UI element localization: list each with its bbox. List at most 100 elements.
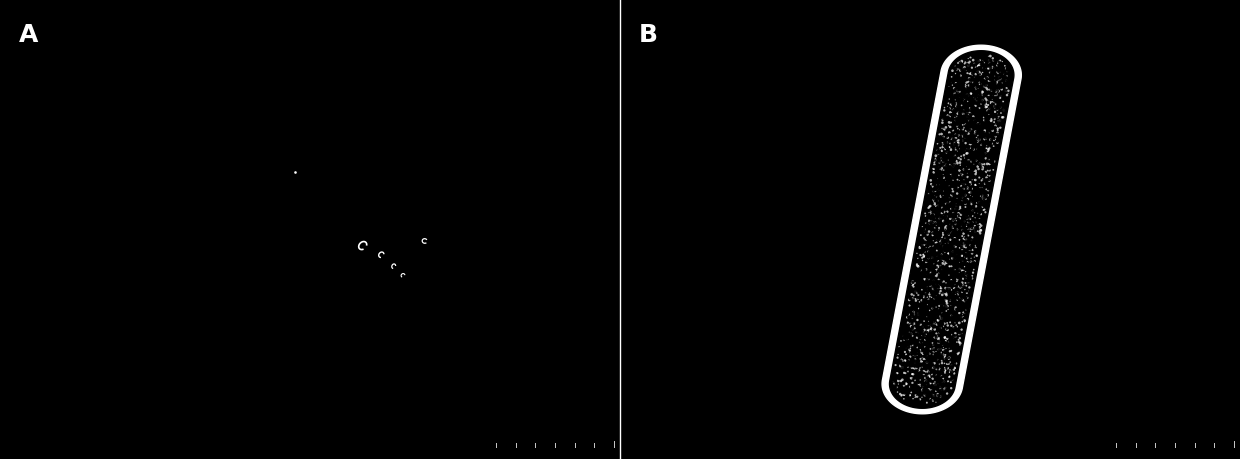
- Point: [971, 71, 991, 78]
- Point: [923, 254, 942, 261]
- Point: [936, 266, 956, 274]
- Point: [924, 196, 944, 203]
- Point: [894, 395, 914, 403]
- Point: [904, 365, 924, 372]
- Point: [937, 148, 957, 156]
- Point: [987, 119, 1007, 127]
- Point: [935, 334, 955, 341]
- Point: [905, 377, 925, 384]
- Point: [935, 153, 955, 160]
- Point: [949, 331, 968, 338]
- Point: [973, 207, 993, 214]
- Point: [944, 152, 963, 159]
- Point: [921, 322, 941, 329]
- Point: [968, 90, 988, 97]
- Point: [955, 198, 975, 206]
- Point: [920, 333, 940, 340]
- Point: [928, 149, 947, 157]
- Point: [904, 344, 924, 351]
- Point: [993, 66, 1013, 73]
- Point: [916, 377, 936, 385]
- Point: [975, 187, 994, 194]
- Point: [936, 365, 956, 372]
- Point: [939, 231, 959, 238]
- Point: [991, 124, 1011, 131]
- Point: [973, 151, 993, 158]
- Point: [910, 298, 930, 306]
- Point: [950, 214, 970, 222]
- Point: [947, 137, 967, 144]
- Point: [932, 314, 952, 322]
- Point: [945, 113, 965, 121]
- Point: [942, 224, 962, 231]
- Point: [919, 318, 939, 325]
- Point: [982, 92, 1002, 99]
- Point: [972, 90, 992, 97]
- Point: [952, 178, 972, 185]
- Point: [988, 87, 1008, 95]
- Point: [918, 397, 937, 404]
- Point: [952, 267, 972, 274]
- Point: [968, 53, 988, 61]
- Point: [914, 292, 934, 300]
- Point: [930, 388, 950, 395]
- Point: [916, 313, 936, 320]
- Point: [961, 201, 981, 208]
- Point: [921, 210, 941, 218]
- Point: [947, 116, 967, 123]
- Point: [911, 231, 931, 239]
- Point: [909, 375, 929, 382]
- Point: [982, 61, 1002, 68]
- Point: [955, 146, 975, 154]
- Point: [947, 163, 967, 171]
- Point: [950, 179, 970, 186]
- Point: [939, 146, 959, 153]
- Point: [899, 354, 919, 362]
- Point: [959, 62, 978, 69]
- Point: [923, 274, 942, 281]
- Point: [926, 308, 946, 315]
- Point: [909, 329, 929, 336]
- Point: [920, 331, 940, 339]
- Point: [952, 57, 972, 65]
- Point: [975, 127, 994, 134]
- Point: [946, 153, 966, 160]
- Point: [971, 217, 991, 224]
- Point: [937, 144, 957, 151]
- Point: [931, 252, 951, 259]
- Point: [937, 134, 957, 141]
- Point: [939, 122, 959, 129]
- Point: [944, 207, 963, 214]
- Point: [911, 306, 931, 313]
- Point: [887, 383, 906, 390]
- Point: [931, 163, 951, 171]
- Point: [910, 266, 930, 274]
- Point: [920, 380, 940, 387]
- Point: [965, 236, 985, 244]
- Point: [949, 183, 968, 190]
- Point: [934, 294, 954, 302]
- Point: [978, 62, 998, 70]
- Point: [967, 93, 987, 101]
- Point: [944, 120, 963, 127]
- Point: [928, 392, 947, 400]
- Point: [898, 395, 918, 402]
- Point: [957, 185, 977, 192]
- Point: [894, 382, 914, 389]
- Point: [985, 103, 1004, 110]
- Point: [914, 225, 934, 233]
- Point: [978, 182, 998, 189]
- Point: [941, 332, 961, 339]
- Point: [918, 263, 937, 271]
- Point: [911, 276, 931, 283]
- Point: [963, 75, 983, 83]
- Point: [913, 365, 932, 373]
- Point: [982, 63, 1002, 71]
- Point: [895, 319, 915, 326]
- Point: [899, 317, 919, 324]
- Point: [931, 215, 951, 222]
- Point: [889, 375, 909, 382]
- Point: [960, 105, 980, 112]
- Point: [945, 100, 965, 107]
- Point: [978, 156, 998, 163]
